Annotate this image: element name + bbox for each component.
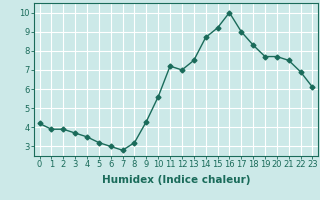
X-axis label: Humidex (Indice chaleur): Humidex (Indice chaleur) — [102, 175, 250, 185]
